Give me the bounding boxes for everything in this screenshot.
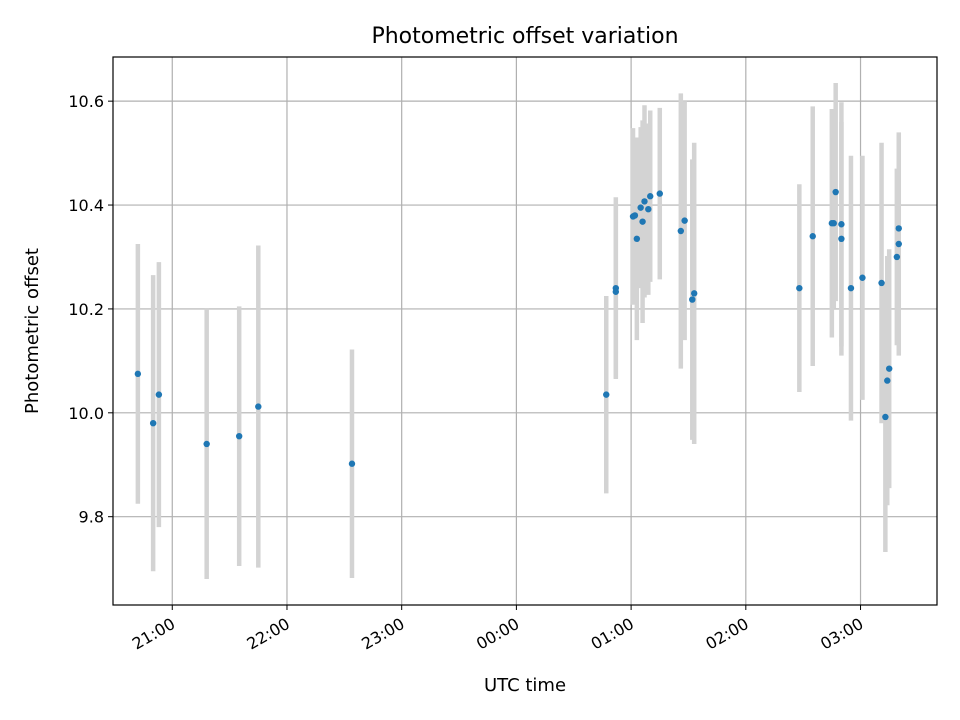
data-point [647,193,654,200]
data-point [645,205,652,213]
data-point [895,225,902,232]
data-point [878,279,885,287]
data-point [637,204,644,211]
data-point [348,460,356,467]
data-point [203,440,210,448]
data-point [235,432,243,440]
data-point [656,190,663,197]
data-point [641,198,648,205]
data-point [809,233,816,240]
y-tick-label: 10.6 [68,92,104,111]
chart-title: Photometric offset variation [371,24,678,49]
data-point [847,284,855,292]
data-point [134,370,142,378]
data-point [681,217,688,224]
data-point [882,413,889,421]
y-tick-label: 9.8 [79,508,104,527]
data-point [155,391,163,398]
data-point [149,419,157,427]
y-axis: 9.8 10.0 10.2 10.4 10.6 [68,92,113,527]
data-point [690,290,698,297]
data-point [895,240,902,248]
data-point [838,221,845,228]
data-points [134,188,902,467]
data-point [796,284,803,292]
data-point [255,403,262,410]
data-point [830,220,837,227]
plot-frame [112,56,938,606]
y-axis-label: Photometric offset [22,248,43,414]
data-point [633,235,641,243]
data-point [639,218,646,225]
y-tick-label: 10.2 [68,300,104,319]
y-tick-label: 10.0 [68,404,104,423]
y-tick-label: 10.4 [68,196,104,215]
data-point [886,365,893,372]
data-point [838,235,845,243]
data-point [893,253,901,261]
data-point [603,391,610,398]
data-point [832,188,839,196]
data-point [859,274,866,281]
data-point [612,288,620,295]
data-point [677,227,685,235]
data-point [689,296,696,303]
data-point [631,212,639,219]
x-axis-label: UTC time [484,675,566,696]
data-point [884,377,891,384]
